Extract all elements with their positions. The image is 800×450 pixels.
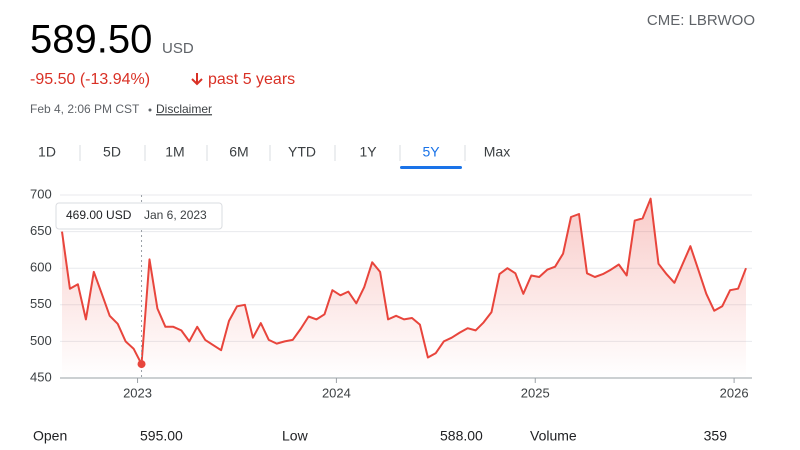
- range-tab[interactable]: 6M: [229, 144, 248, 160]
- period: past 5 years: [208, 71, 295, 88]
- symbol: CME: LBRWOO: [647, 12, 755, 29]
- range-tab[interactable]: 1M: [165, 144, 184, 160]
- x-tick-label: 2026: [720, 385, 749, 400]
- range-tabs: 1D 5D 1M 6M YTD 1Y 5Y Max: [38, 144, 510, 169]
- y-tick-label: 550: [30, 296, 52, 311]
- x-tick-label: 2025: [521, 385, 550, 400]
- stat-value: 595.00: [140, 428, 183, 444]
- disclaimer-link[interactable]: Disclaimer: [156, 102, 212, 116]
- stat-value: 359: [704, 428, 728, 444]
- range-tab[interactable]: 1D: [38, 144, 56, 160]
- stat-value: 588.00: [440, 428, 483, 444]
- x-tick-label: 2023: [123, 385, 152, 400]
- currency: USD: [162, 40, 194, 57]
- price: 589.50: [30, 18, 152, 62]
- stats-row: Open 595.00 Low 588.00 Volume 359: [33, 428, 727, 444]
- range-tab[interactable]: Max: [484, 144, 510, 160]
- change: -95.50 (-13.94%): [30, 71, 150, 88]
- range-tab[interactable]: 5D: [103, 144, 121, 160]
- y-tick-label: 500: [30, 333, 52, 348]
- range-tab[interactable]: YTD: [288, 144, 316, 160]
- separator-dot: [148, 108, 152, 112]
- range-tab[interactable]: 5Y: [422, 144, 440, 160]
- tooltip-value: 469.00 USD: [66, 208, 132, 222]
- y-tick-label: 700: [30, 186, 52, 201]
- price-chart: 450 500 550 600 650 700 2023 2024 2025 2026 469.00…: [30, 186, 752, 400]
- y-tick-label: 650: [30, 223, 52, 238]
- stat-label: Low: [282, 428, 309, 444]
- stat-label: Open: [33, 428, 67, 444]
- active-tab-underline: [400, 166, 462, 169]
- price-line: [61, 197, 747, 366]
- y-tick-label: 450: [30, 369, 52, 384]
- hover-point: [137, 360, 146, 369]
- tooltip-box: [55, 202, 223, 230]
- tooltip-date: Jan 6, 2023: [144, 208, 207, 222]
- down-arrow: [191, 73, 203, 86]
- stat-label: Volume: [530, 428, 577, 444]
- timestamp: Feb 4, 2:06 PM CST: [30, 102, 140, 116]
- area-fill: [61, 198, 747, 378]
- x-tick-label: 2024: [322, 385, 351, 400]
- range-tab[interactable]: 1Y: [359, 144, 377, 160]
- y-tick-label: 600: [30, 260, 52, 275]
